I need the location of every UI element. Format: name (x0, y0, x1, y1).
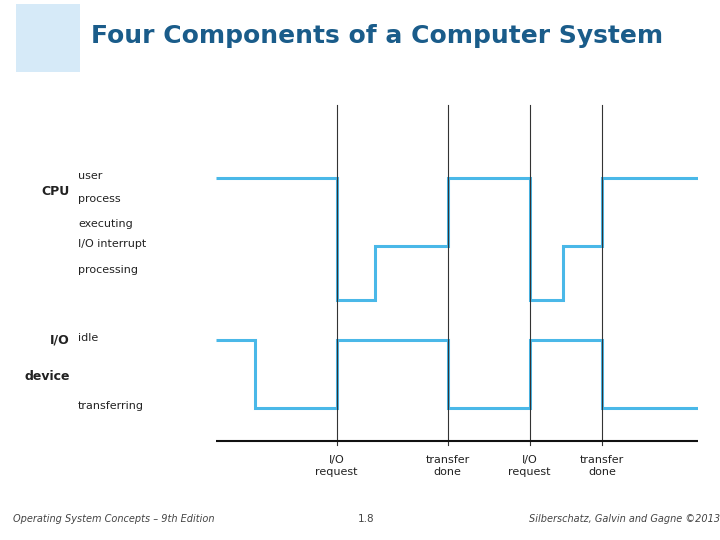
Text: transfer
done: transfer done (580, 455, 624, 477)
Text: transferring: transferring (78, 401, 144, 411)
Text: I/O: I/O (50, 334, 70, 347)
Text: Four Components of a Computer System: Four Components of a Computer System (91, 24, 663, 48)
Text: Operating System Concepts – 9th Edition: Operating System Concepts – 9th Edition (13, 514, 215, 524)
Text: Silberschatz, Galvin and Gagne ©2013: Silberschatz, Galvin and Gagne ©2013 (529, 514, 720, 524)
Text: I/O
request: I/O request (315, 455, 358, 477)
Text: I/O interrupt: I/O interrupt (78, 239, 146, 249)
Text: executing: executing (78, 219, 132, 229)
Text: I/O
request: I/O request (508, 455, 551, 477)
Text: device: device (24, 370, 70, 383)
Text: 1.8: 1.8 (358, 514, 375, 524)
Text: processing: processing (78, 265, 138, 275)
Text: process: process (78, 194, 120, 205)
Text: CPU: CPU (42, 185, 70, 198)
Text: idle: idle (78, 334, 98, 343)
FancyBboxPatch shape (17, 4, 80, 72)
Text: user: user (78, 172, 102, 181)
Text: transfer
done: transfer done (426, 455, 469, 477)
